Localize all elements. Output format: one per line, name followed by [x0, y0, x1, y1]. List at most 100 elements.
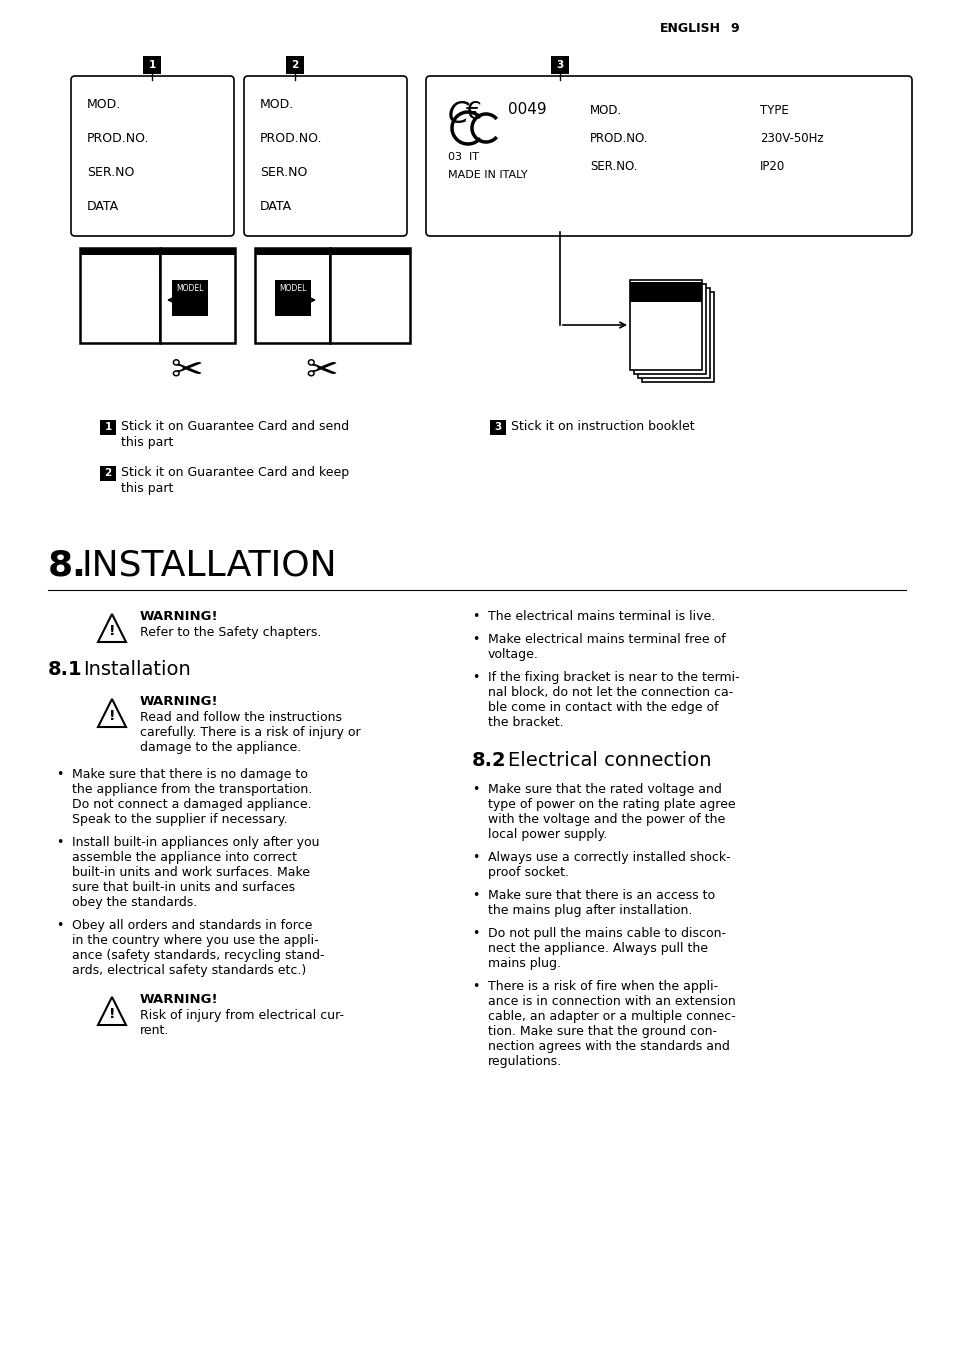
Text: mains plug.: mains plug. [488, 957, 560, 969]
Text: with the voltage and the power of the: with the voltage and the power of the [488, 813, 724, 826]
Text: TYPE: TYPE [760, 104, 788, 118]
Text: 8.1: 8.1 [48, 660, 83, 679]
Text: •: • [56, 919, 63, 932]
Text: Read and follow the instructions: Read and follow the instructions [140, 711, 341, 725]
Text: WARNING!: WARNING! [140, 610, 218, 623]
Text: assemble the appliance into correct: assemble the appliance into correct [71, 850, 296, 864]
Text: WARNING!: WARNING! [140, 695, 218, 708]
Bar [638, 288, 709, 379]
Text: MODEL: MODEL [176, 284, 204, 293]
Text: Do not connect a damaged appliance.: Do not connect a damaged appliance. [71, 798, 312, 811]
Bar [629, 283, 701, 301]
Text: Make electrical mains terminal free of: Make electrical mains terminal free of [488, 633, 725, 646]
Bar [172, 280, 208, 316]
Text: voltage.: voltage. [488, 648, 538, 661]
Bar [100, 466, 116, 481]
Bar [254, 247, 410, 256]
Text: Obey all orders and standards in force: Obey all orders and standards in force [71, 919, 312, 932]
Text: 0049: 0049 [507, 101, 546, 118]
Text: Stick it on instruction booklet: Stick it on instruction booklet [511, 420, 694, 433]
Text: Installation: Installation [83, 660, 191, 679]
Text: type of power on the rating plate agree: type of power on the rating plate agree [488, 798, 735, 811]
Text: ance (safety standards, recycling stand-: ance (safety standards, recycling stand- [71, 949, 324, 963]
Text: tion. Make sure that the ground con-: tion. Make sure that the ground con- [488, 1025, 717, 1038]
Text: •: • [472, 633, 478, 646]
Bar [254, 247, 330, 343]
Text: €: € [465, 100, 481, 124]
Text: regulations.: regulations. [488, 1055, 561, 1068]
Text: Speak to the supplier if necessary.: Speak to the supplier if necessary. [71, 813, 287, 826]
Text: the appliance from the transportation.: the appliance from the transportation. [71, 783, 312, 796]
Text: SER.NO: SER.NO [260, 166, 307, 178]
FancyBboxPatch shape [426, 76, 911, 237]
Text: SER.NO: SER.NO [87, 166, 134, 178]
Text: Stick it on Guarantee Card and keep: Stick it on Guarantee Card and keep [121, 466, 349, 479]
Text: 1: 1 [149, 59, 155, 70]
Bar [634, 284, 705, 375]
Text: built-in units and work surfaces. Make: built-in units and work surfaces. Make [71, 867, 310, 879]
Bar [551, 55, 568, 74]
Text: ance is in connection with an extension: ance is in connection with an extension [488, 995, 735, 1009]
Text: PROD.NO.: PROD.NO. [87, 132, 150, 145]
Text: 3: 3 [556, 59, 563, 70]
Text: •: • [472, 610, 478, 623]
Text: !: ! [109, 1007, 115, 1021]
Text: 230V-50Hz: 230V-50Hz [760, 132, 822, 145]
Text: ENGLISH: ENGLISH [659, 22, 720, 35]
Text: this part: this part [121, 435, 173, 449]
Text: The electrical mains terminal is live.: The electrical mains terminal is live. [488, 610, 715, 623]
Text: in the country where you use the appli-: in the country where you use the appli- [71, 934, 318, 946]
Text: 8.2: 8.2 [472, 750, 506, 771]
Text: proof socket.: proof socket. [488, 867, 568, 879]
Text: Risk of injury from electrical cur-: Risk of injury from electrical cur- [140, 1009, 344, 1022]
Text: Refer to the Safety chapters.: Refer to the Safety chapters. [140, 626, 321, 639]
Text: PROD.NO.: PROD.NO. [260, 132, 322, 145]
Text: •: • [472, 850, 478, 864]
Text: INSTALLATION: INSTALLATION [82, 548, 337, 581]
Text: sure that built-in units and surfaces: sure that built-in units and surfaces [71, 882, 294, 894]
Bar [80, 247, 234, 256]
Text: 2: 2 [104, 468, 112, 479]
Text: 1: 1 [104, 422, 112, 433]
Bar [143, 55, 161, 74]
Text: DATA: DATA [260, 200, 292, 214]
Text: Stick it on Guarantee Card and send: Stick it on Guarantee Card and send [121, 420, 349, 433]
Text: •: • [472, 783, 478, 796]
Text: nect the appliance. Always pull the: nect the appliance. Always pull the [488, 942, 707, 955]
Text: carefully. There is a risk of injury or: carefully. There is a risk of injury or [140, 726, 360, 740]
Text: •: • [56, 836, 63, 849]
FancyBboxPatch shape [71, 76, 233, 237]
Text: •: • [472, 980, 478, 992]
Text: rent.: rent. [140, 1023, 170, 1037]
Text: DATA: DATA [87, 200, 119, 214]
Bar [80, 247, 160, 343]
Text: If the fixing bracket is near to the termi-: If the fixing bracket is near to the ter… [488, 671, 739, 684]
Text: ✂: ✂ [171, 352, 203, 389]
Bar [274, 280, 311, 316]
Text: the bracket.: the bracket. [488, 717, 563, 729]
Text: 3: 3 [494, 422, 501, 433]
FancyBboxPatch shape [244, 76, 407, 237]
Text: damage to the appliance.: damage to the appliance. [140, 741, 301, 754]
Text: 2: 2 [291, 59, 298, 70]
Bar [286, 55, 304, 74]
Text: Electrical connection: Electrical connection [507, 750, 711, 771]
Bar [330, 247, 410, 343]
Text: IP20: IP20 [760, 160, 784, 173]
Text: PROD.NO.: PROD.NO. [589, 132, 648, 145]
Text: Do not pull the mains cable to discon-: Do not pull the mains cable to discon- [488, 927, 725, 940]
Text: •: • [472, 671, 478, 684]
Text: •: • [472, 890, 478, 902]
Text: Install built-in appliances only after you: Install built-in appliances only after y… [71, 836, 319, 849]
Text: ble come in contact with the edge of: ble come in contact with the edge of [488, 700, 718, 714]
Bar [490, 420, 505, 435]
Text: nection agrees with the standards and: nection agrees with the standards and [488, 1040, 729, 1053]
Bar [629, 280, 701, 370]
Text: Always use a correctly installed shock-: Always use a correctly installed shock- [488, 850, 730, 864]
Text: WARNING!: WARNING! [140, 992, 218, 1006]
Bar [641, 292, 713, 383]
Text: !: ! [109, 708, 115, 723]
Text: cable, an adapter or a multiple connec-: cable, an adapter or a multiple connec- [488, 1010, 735, 1023]
Text: MADE IN ITALY: MADE IN ITALY [448, 170, 527, 180]
Text: 03  IT: 03 IT [448, 151, 478, 162]
